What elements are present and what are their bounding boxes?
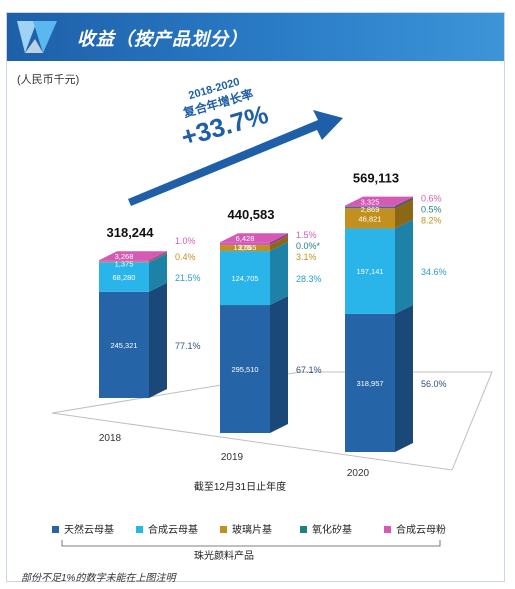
- legend-bracket: [61, 540, 441, 547]
- bar-segment-side: [270, 242, 288, 306]
- percent-label: 8.2%: [421, 216, 442, 226]
- percent-label: 21.5%: [175, 273, 201, 283]
- bar-segment-side: [149, 253, 167, 292]
- bar-segment-side: [149, 251, 167, 262]
- bar-segment: [220, 245, 270, 252]
- value-label: 2,869: [361, 205, 380, 214]
- page-title: 收益（按产品划分）: [77, 29, 248, 49]
- title-bar: 收益（按产品划分）: [7, 13, 504, 61]
- x-axis-title: 截至12月31日止年度: [194, 480, 286, 493]
- bar-segment: [345, 207, 395, 209]
- value-label: 46,821: [359, 214, 382, 223]
- legend-swatch: [220, 526, 227, 533]
- legend-label: 合成云母粉: [396, 523, 446, 536]
- percent-label: 77.1%: [175, 341, 201, 351]
- percent-label: 56.0%: [421, 379, 447, 389]
- unit-label: (人民币千元): [17, 74, 80, 86]
- legend-swatch: [384, 526, 391, 533]
- bar-segment-side: [395, 304, 413, 452]
- bar-segment-side: [395, 198, 413, 209]
- percent-label: 34.6%: [421, 267, 447, 277]
- legend-label: 氧化矽基: [312, 523, 352, 536]
- logo-icon: [17, 21, 57, 53]
- x-tick-label: 2020: [347, 468, 370, 479]
- value-label: 68,280: [113, 273, 136, 282]
- bar-segment: [345, 313, 395, 452]
- percent-label: 0.6%: [421, 194, 442, 204]
- value-label: 124,705: [231, 274, 258, 283]
- percent-label: 0.4%: [175, 252, 196, 262]
- bar-segment: [345, 205, 395, 208]
- bar-segment-side: [395, 219, 413, 314]
- bar-segment: [99, 262, 149, 292]
- legend-swatch: [300, 526, 307, 533]
- percent-label: 1.0%: [175, 236, 196, 246]
- bar-segment: [220, 242, 270, 246]
- bar-segment-side: [270, 236, 288, 252]
- value-label: 245,321: [110, 341, 137, 350]
- bar-top: [99, 251, 167, 261]
- cagr-arrow: [128, 110, 343, 206]
- legend-label: 玻璃片基: [232, 523, 272, 536]
- bar-segment-side: [270, 233, 288, 246]
- bar-segment-side: [270, 236, 288, 246]
- bar-segment: [220, 305, 270, 433]
- value-label: 275: [239, 243, 252, 252]
- bar-segment-side: [395, 199, 413, 229]
- total-label: 569,113: [353, 171, 399, 186]
- value-label: 295,510: [231, 365, 258, 374]
- bar-segment: [345, 208, 395, 229]
- bar-segment: [99, 260, 149, 262]
- value-label: 197,141: [356, 267, 383, 276]
- percent-label: 0.0%*: [296, 241, 321, 251]
- value-label: 3,325: [361, 198, 380, 207]
- percent-label: 28.3%: [296, 274, 322, 284]
- bar-segment-side: [395, 196, 413, 208]
- legend-group-label: 珠光颜料产品: [194, 549, 254, 562]
- bar-segment-side: [270, 296, 288, 433]
- bar-segment: [345, 228, 395, 314]
- percent-label: 1.5%: [296, 230, 317, 240]
- bar-segment-side: [149, 252, 167, 263]
- value-label: 1,375: [115, 260, 134, 269]
- legend-swatch: [136, 526, 143, 533]
- bar-top: [220, 233, 288, 243]
- total-label: 318,244: [107, 225, 155, 240]
- bar-segment: [220, 251, 270, 306]
- bar-top: [345, 196, 413, 206]
- legend-label: 合成云母基: [148, 523, 198, 536]
- bar-segment: [99, 291, 149, 398]
- value-label: 3,268: [115, 252, 134, 261]
- percent-label: 67.1%: [296, 365, 322, 375]
- percent-label: 3.1%: [296, 252, 317, 262]
- x-tick-label: 2018: [99, 433, 122, 444]
- percent-label: 0.5%: [421, 205, 442, 215]
- value-label: 6,428: [236, 234, 255, 243]
- legend-label: 天然云母基: [64, 523, 114, 536]
- total-label: 440,583: [228, 207, 275, 222]
- bar-segment: [99, 261, 149, 263]
- bar-segment-side: [149, 282, 167, 398]
- value-label: 13,665: [234, 243, 257, 252]
- x-tick-label: 2019: [221, 452, 244, 463]
- value-label: 318,957: [356, 379, 383, 388]
- chart-frame: 收益（按产品划分） (人民币千元) 部份不足1%的数字未能在上图注明: [6, 12, 505, 584]
- footnote: 部份不足1%的数字未能在上图注明: [21, 573, 176, 584]
- legend-swatch: [52, 526, 59, 533]
